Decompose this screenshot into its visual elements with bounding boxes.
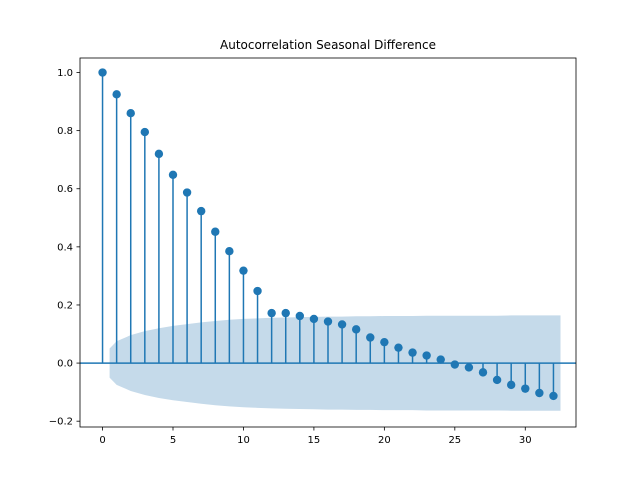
- stem-marker-lag-29: [506, 380, 516, 390]
- stem-marker-lag-1: [112, 90, 121, 99]
- stem-marker-lag-21: [394, 343, 403, 352]
- stem-marker-lag-23: [422, 351, 431, 360]
- stem-marker-lag-26: [464, 363, 474, 372]
- stem-marker-lag-5: [168, 170, 178, 180]
- y-tick-label: 0.4: [57, 242, 73, 253]
- y-tick-label: 0.2: [57, 300, 73, 311]
- stem-marker-lag-4: [154, 149, 164, 159]
- stem-marker-lag-16: [323, 317, 333, 326]
- y-tick-label: −0.2: [49, 417, 73, 428]
- stem-marker-lag-32: [549, 391, 558, 401]
- x-tick-label: 20: [378, 435, 391, 446]
- stem-marker-lag-19: [366, 333, 375, 342]
- stem-marker-lag-8: [211, 227, 220, 236]
- stem-marker-lag-3: [140, 127, 150, 137]
- y-tick-label: 1.0: [57, 68, 73, 79]
- plot-area: 0 5 10 15 20 25 30 −0.2 0.0 0.2 0.4 0.6 0.8 1.0: [49, 57, 577, 446]
- stem-marker-lag-0: [98, 68, 107, 77]
- stem-marker-lag-6: [182, 188, 192, 197]
- stem-marker-lag-24: [436, 355, 445, 364]
- stem-marker-lag-7: [196, 206, 206, 216]
- stem-marker-lag-27: [478, 368, 488, 377]
- stem-marker-lag-10: [239, 266, 248, 275]
- stem-marker-lag-28: [492, 375, 502, 385]
- stem-marker-lag-14: [295, 311, 305, 321]
- stem-marker-lag-2: [126, 109, 135, 118]
- x-tick-label: 15: [308, 435, 321, 446]
- stem-marker-lag-12: [267, 308, 276, 318]
- x-tick-label: 25: [448, 435, 461, 446]
- stem-marker-lag-20: [380, 337, 389, 347]
- stem-marker-lag-9: [225, 247, 234, 256]
- stem-marker-lag-15: [309, 314, 319, 324]
- x-tick-label: 0: [99, 435, 105, 446]
- x-tick-label: 5: [170, 435, 176, 446]
- x-tick-label: 30: [519, 435, 532, 446]
- stem-marker-lag-31: [535, 388, 544, 398]
- stem-marker-lag-13: [281, 308, 290, 318]
- stem-marker-lag-22: [408, 348, 417, 357]
- y-tick-label: 0.6: [57, 184, 73, 195]
- stem-marker-lag-25: [450, 360, 460, 369]
- x-tick-label: 10: [237, 435, 250, 446]
- axes-frame: [79, 57, 577, 428]
- stem-marker-lag-30: [521, 384, 530, 393]
- stem-marker-lag-18: [351, 325, 361, 334]
- y-tick-label: 0.0: [57, 359, 73, 370]
- stem-marker-lag-11: [253, 286, 262, 296]
- chart-title: Autocorrelation Seasonal Difference: [220, 38, 436, 52]
- stem-marker-lag-17: [337, 320, 347, 329]
- y-tick-label: 0.8: [57, 126, 73, 137]
